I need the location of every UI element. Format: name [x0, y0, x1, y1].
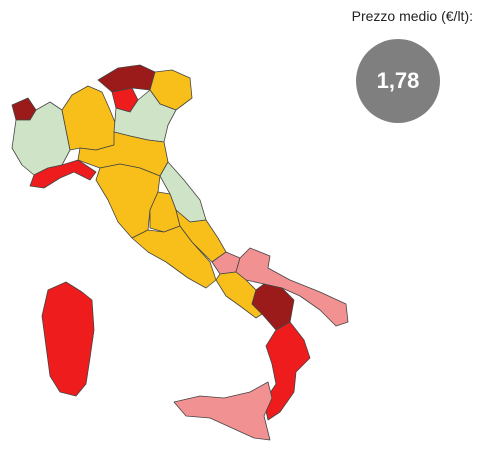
price-value: 1,78	[377, 68, 420, 93]
price-badge	[356, 39, 440, 123]
italy-map	[11, 64, 349, 441]
region	[29, 159, 97, 189]
region	[173, 381, 273, 441]
region	[95, 163, 161, 239]
region	[61, 85, 117, 151]
region	[263, 321, 311, 421]
region	[175, 209, 227, 263]
region	[131, 225, 217, 289]
region	[97, 64, 156, 93]
region	[235, 247, 349, 327]
price-label: Prezzo medio (€/lt):	[352, 8, 473, 24]
region	[41, 281, 95, 397]
